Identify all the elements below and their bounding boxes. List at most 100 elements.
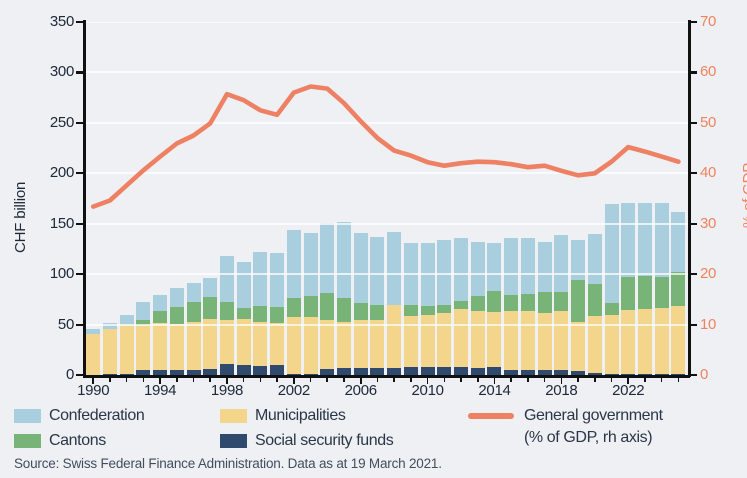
gdp-line-swatch <box>468 413 514 419</box>
bar-segment-municipalities-1995 <box>169 324 184 375</box>
bar-segment-municipalities-2020 <box>587 315 602 375</box>
right-axis-title: % of GDP <box>740 162 747 228</box>
bar-segment-municipalities-2013 <box>470 311 485 375</box>
left-axis-label-100: 100 <box>49 265 74 283</box>
bar-segment-municipalities-2002 <box>286 317 301 375</box>
x-tick-1998 <box>226 377 228 384</box>
gridline-300 <box>85 71 688 74</box>
right-tick-70 <box>690 21 697 24</box>
cantons-swatch <box>14 434 41 448</box>
bar-segment-social-security-funds-2012 <box>454 367 469 375</box>
social-security-swatch <box>220 434 247 448</box>
bar-segment-municipalities-1998 <box>219 319 234 375</box>
bar-segment-social-security-funds-2006 <box>353 367 368 375</box>
right-axis-label-50: 50 <box>700 113 717 131</box>
bar-segment-social-security-funds-1997 <box>203 368 218 375</box>
bar-segment-municipalities-1990 <box>86 333 101 375</box>
left-axis-label-350: 350 <box>49 13 74 30</box>
bar-segment-social-security-funds-2000 <box>253 365 268 375</box>
bar-segment-social-security-funds-2007 <box>370 367 385 375</box>
bar-segment-municipalities-1994 <box>153 323 168 375</box>
gridline-200 <box>85 172 688 175</box>
left-axis-label-300: 300 <box>49 63 74 81</box>
x-axis-label-2010: 2010 <box>411 382 444 399</box>
bar-segment-municipalities-2010 <box>420 315 435 375</box>
x-tick-1997 <box>209 377 212 382</box>
x-tick-2010 <box>426 377 429 384</box>
right-tick-30 <box>690 222 697 225</box>
gridline-150 <box>85 222 688 225</box>
bar-segment-municipalities-2016 <box>520 311 535 375</box>
legend-label: Confederation <box>49 407 145 424</box>
bar-segment-municipalities-1997 <box>203 319 218 375</box>
bar-segment-social-security-funds-2020 <box>587 372 602 375</box>
x-tick-1995 <box>176 377 178 382</box>
x-axis-spine <box>83 375 690 378</box>
bar-segment-municipalities-2009 <box>403 315 418 375</box>
bar-segment-municipalities-2003 <box>303 317 318 375</box>
x-tick-2008 <box>393 377 395 382</box>
bar-segment-municipalities-1999 <box>236 319 251 375</box>
right-axis-label-70: 70 <box>700 13 717 30</box>
bar-segment-social-security-funds-2001 <box>270 365 285 375</box>
gdp-line <box>90 84 681 209</box>
bar-segment-social-security-funds-2015 <box>504 369 519 375</box>
bar-segment-social-security-funds-1995 <box>169 369 184 375</box>
right-tick-10 <box>690 323 697 326</box>
right-axis-label-20: 20 <box>700 265 717 283</box>
bar-segment-municipalities-2012 <box>454 309 469 375</box>
x-axis-label-2006: 2006 <box>344 382 377 399</box>
x-tick-2017 <box>543 377 546 382</box>
bar-segment-social-security-funds-2014 <box>487 367 502 375</box>
x-axis-label-1990: 1990 <box>77 382 110 399</box>
gridline-100 <box>85 273 688 276</box>
bar-segment-municipalities-2008 <box>387 305 402 375</box>
left-tick-0 <box>76 374 83 377</box>
bar-segment-social-security-funds-2021 <box>604 373 619 375</box>
x-tick-2019 <box>577 377 579 382</box>
x-axis-label-2018: 2018 <box>545 382 578 399</box>
municipalities-swatch <box>220 409 247 423</box>
right-axis-label-60: 60 <box>700 63 717 81</box>
x-tick-2012 <box>460 377 462 382</box>
right-tick-20 <box>690 273 697 276</box>
x-tick-1991 <box>109 377 111 382</box>
bar-segment-social-security-funds-1998 <box>219 364 234 375</box>
x-tick-1992 <box>125 377 128 382</box>
bar-segment-municipalities-1993 <box>136 324 151 375</box>
x-tick-2020 <box>594 377 596 382</box>
x-axis-label-2022: 2022 <box>612 382 645 399</box>
x-tick-2001 <box>276 377 278 382</box>
x-tick-2018 <box>560 377 563 384</box>
bar-segment-municipalities-2011 <box>437 313 452 375</box>
bar-segment-municipalities-2000 <box>253 321 268 375</box>
x-tick-2023 <box>644 377 646 382</box>
bar-segment-social-security-funds-1996 <box>186 369 201 375</box>
legend-label: (% of GDP, rh axis) <box>524 429 653 446</box>
bar-segment-social-security-funds-2017 <box>537 370 552 375</box>
bar-segment-social-security-funds-1994 <box>153 369 168 375</box>
x-tick-1999 <box>242 377 245 382</box>
x-tick-1990 <box>92 377 94 384</box>
left-tick-200 <box>76 172 83 175</box>
right-axis-label-0: 0 <box>700 366 709 383</box>
bar-segment-social-security-funds-2023 <box>637 373 652 375</box>
x-tick-2004 <box>326 377 329 382</box>
x-tick-2000 <box>259 377 262 382</box>
left-axis-label-150: 150 <box>49 214 74 232</box>
x-tick-2007 <box>376 377 379 382</box>
x-tick-2015 <box>510 377 512 382</box>
right-tick-0 <box>690 374 697 377</box>
gridline-250 <box>85 121 688 124</box>
x-tick-1996 <box>192 377 195 382</box>
bar-segment-social-security-funds-2011 <box>437 367 452 375</box>
x-tick-2013 <box>476 377 479 382</box>
bar-segment-municipalities-2022 <box>621 309 636 375</box>
bar-segment-social-security-funds-2013 <box>470 367 485 375</box>
bar-segment-municipalities-2004 <box>320 320 335 375</box>
right-tick-40 <box>690 172 697 175</box>
left-tick-50 <box>76 323 83 326</box>
legend-label: Social security funds <box>255 432 394 449</box>
bar-segment-municipalities-1991 <box>102 329 117 375</box>
